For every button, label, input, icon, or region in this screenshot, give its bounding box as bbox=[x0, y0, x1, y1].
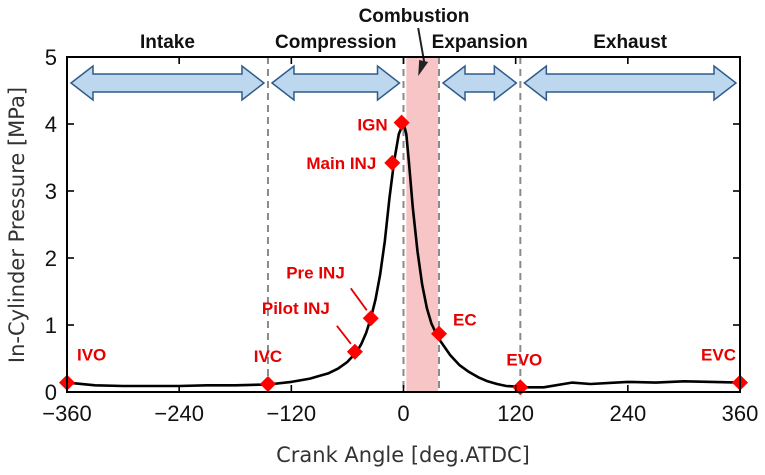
y-tick-label: 4 bbox=[45, 112, 57, 137]
event-label-main-inj: Main INJ bbox=[306, 154, 376, 173]
event-leader-pilot-inj bbox=[336, 325, 352, 345]
x-tick-label: 120 bbox=[497, 401, 534, 426]
phase-arrow-layer: Intake Compression Expansion Exhaust bbox=[69, 27, 738, 102]
x-tick-label: −360 bbox=[42, 401, 92, 426]
event-label-pilot-inj: Pilot INJ bbox=[262, 299, 330, 318]
phase-arrow-expansion bbox=[441, 64, 518, 102]
event-label-ec: EC bbox=[453, 311, 477, 330]
text-layer: Crank Angle [deg.ATDC] In-Cylinder Press… bbox=[5, 6, 530, 467]
phase-label-exhaust: Exhaust bbox=[593, 32, 668, 53]
event-label-ign: IGN bbox=[357, 116, 387, 135]
event-marker-ign bbox=[393, 114, 410, 131]
combustion-band bbox=[406, 57, 439, 392]
y-tick-label: 1 bbox=[45, 313, 57, 338]
event-label-ivc: IVC bbox=[254, 347, 282, 366]
y-tick-label: 2 bbox=[45, 246, 57, 271]
event-label-pre-inj: Pre INJ bbox=[286, 263, 345, 282]
phase-label-intake: Intake bbox=[140, 32, 195, 53]
phase-label-compression: Compression bbox=[275, 32, 396, 53]
combustion-label: Combustion bbox=[359, 6, 470, 27]
phase-arrow-compression bbox=[270, 64, 401, 102]
y-axis-title: In-Cylinder Pressure [MPa] bbox=[5, 87, 29, 363]
event-label-evc: EVC bbox=[701, 346, 736, 365]
event-label-ivo: IVO bbox=[77, 346, 106, 365]
axes-layer: −360 −240 −120 0 120 240 360 0 1 2 3 4 5 bbox=[42, 45, 758, 426]
x-axis-title: Crank Angle [deg.ATDC] bbox=[276, 443, 530, 467]
x-tick-label: 0 bbox=[397, 401, 409, 426]
x-tick-label: −120 bbox=[267, 401, 317, 426]
y-tick-label: 0 bbox=[45, 380, 57, 405]
x-tick-label: 360 bbox=[722, 401, 759, 426]
event-marker-layer: IVO IVC Pilot INJ Pre INJ Main INJ IGN EC EVO EV… bbox=[59, 114, 748, 396]
event-marker-pre-inj bbox=[362, 310, 379, 327]
phase-arrow-intake bbox=[69, 64, 266, 102]
y-tick-label: 3 bbox=[45, 179, 57, 204]
x-tick-label: −240 bbox=[154, 401, 204, 426]
event-marker-main-inj bbox=[384, 154, 401, 171]
phase-boundary-layer bbox=[266, 57, 522, 392]
event-leader-pre-inj bbox=[350, 287, 368, 311]
combustion-pointer-head bbox=[418, 60, 429, 76]
y-tick-label: 5 bbox=[45, 45, 57, 70]
phase-label-expansion: Expansion bbox=[432, 32, 528, 53]
x-tick-label: 240 bbox=[609, 401, 646, 426]
combustion-band-layer bbox=[406, 57, 439, 392]
event-marker-pilot-inj bbox=[346, 343, 363, 360]
event-label-evo: EVO bbox=[506, 350, 542, 369]
event-marker-ec bbox=[431, 325, 448, 342]
event-marker-ivc bbox=[259, 375, 276, 392]
phase-arrow-exhaust bbox=[523, 64, 738, 102]
